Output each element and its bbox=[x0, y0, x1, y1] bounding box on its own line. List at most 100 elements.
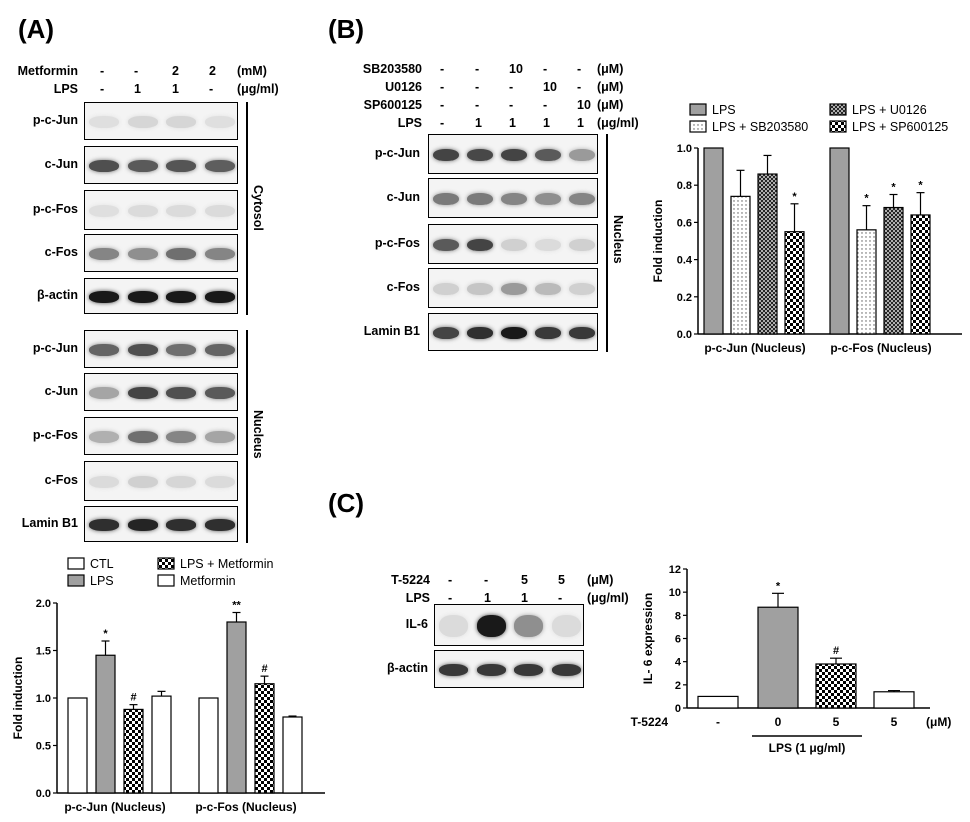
blot-band bbox=[166, 519, 197, 531]
panel-a-nucleus-row-label: c-Fos bbox=[44, 473, 78, 487]
significance-mark: * bbox=[103, 628, 108, 640]
y-tick-label: 8 bbox=[675, 610, 681, 622]
panel-b-treatment-value: - bbox=[475, 98, 480, 112]
blot-cytosol-p-c-fos bbox=[84, 190, 238, 230]
legend-swatch-lps-sp600125 bbox=[829, 120, 847, 133]
panel-b-treatment-value: 10 bbox=[577, 98, 591, 112]
blot-cytosol-c-jun bbox=[84, 146, 238, 184]
panel-b-treatment-value: 1 bbox=[577, 116, 584, 130]
blot-band bbox=[127, 343, 158, 357]
blot-band bbox=[534, 282, 562, 296]
blot-band bbox=[89, 430, 120, 444]
blot-band bbox=[89, 386, 120, 400]
bar-lps-u0126-p-c-fos-nucleus bbox=[883, 206, 904, 335]
significance-mark: * bbox=[918, 180, 923, 192]
panel-b-treatment-value: - bbox=[475, 62, 480, 76]
blot-band bbox=[127, 115, 158, 129]
blot-band bbox=[127, 159, 158, 173]
nucleus-bracket-b bbox=[606, 134, 608, 352]
panel-a-cytosol-row-label: β-actin bbox=[37, 288, 78, 302]
panel-b-treatment-label-u0126: U0126 bbox=[385, 80, 422, 94]
panel-b-treatment-value: 10 bbox=[543, 80, 557, 94]
panel-b-treatment-value: 1 bbox=[509, 116, 516, 130]
bar-lps-sp600125-p-c-fos-nucleus bbox=[910, 214, 931, 335]
blot-band bbox=[89, 247, 120, 261]
significance-mark: * bbox=[776, 580, 781, 592]
blot-band bbox=[500, 282, 528, 296]
blot-band bbox=[534, 192, 562, 206]
panel-b-treatment-value: 10 bbox=[509, 62, 523, 76]
blot-band bbox=[89, 475, 120, 489]
legend-label-metformin: Metformin bbox=[180, 574, 236, 588]
legend-label-ctl: CTL bbox=[90, 557, 114, 571]
blot-band bbox=[432, 148, 460, 162]
blot-band bbox=[127, 519, 158, 531]
legend-label-lps-sp600125: LPS + SP600125 bbox=[852, 120, 948, 134]
bar-lps-p-c-jun-nucleus bbox=[95, 654, 116, 794]
blot-band bbox=[204, 343, 235, 357]
blot-nucleus-p-c-jun bbox=[84, 330, 238, 368]
panel-c-treatment-value: 5 bbox=[558, 573, 565, 587]
panel-b-treatment-label-lps: LPS bbox=[397, 116, 422, 130]
blot-band bbox=[568, 238, 596, 252]
significance-mark: * bbox=[792, 191, 797, 203]
legend-swatch-lps bbox=[689, 103, 707, 116]
panel-label-b: (B) bbox=[328, 14, 365, 44]
panel-a-nucleus-row-label: Lamin B1 bbox=[21, 516, 78, 530]
panel-c-treatment-unit: (μg/ml) bbox=[587, 591, 629, 605]
panel-b-treatment-value: - bbox=[543, 62, 548, 76]
blot-c-actin bbox=[434, 650, 584, 688]
panel-b-treatment-value: 1 bbox=[475, 116, 482, 130]
panel-b-row-label: p-c-Fos bbox=[374, 236, 420, 250]
panel-b-treatment-value: - bbox=[577, 62, 582, 76]
blot-band bbox=[432, 192, 460, 206]
category-label: p-c-Jun (Nucleus) bbox=[64, 800, 165, 814]
panel-b-treatment-value: - bbox=[440, 116, 445, 130]
panel-label-c: (C) bbox=[328, 488, 365, 518]
blot-band bbox=[466, 326, 494, 340]
blot-band bbox=[476, 615, 506, 637]
blot-band bbox=[204, 291, 235, 303]
panel-b-treatment-value: - bbox=[577, 80, 582, 94]
x-category-label: 5 bbox=[833, 715, 840, 729]
blot-band bbox=[127, 430, 158, 444]
bar-lps-p-c-fos-nucleus bbox=[226, 621, 247, 794]
panel-c-row-label: β-actin bbox=[387, 661, 428, 675]
significance-mark: ** bbox=[232, 600, 241, 612]
panel-a-treatment-value: - bbox=[209, 82, 214, 96]
bar-metformin-p-c-jun-nucleus bbox=[151, 695, 172, 794]
panel-a-treatment-value: - bbox=[100, 64, 105, 78]
panel-b-treatment-value: - bbox=[509, 80, 514, 94]
bar-ctl-p-c-fos-nucleus bbox=[198, 697, 219, 794]
blot-band bbox=[204, 159, 235, 173]
blot-band bbox=[166, 475, 197, 489]
panel-a-bar-chart: 0.0 0.5 1.0 1.5 2.0 Fold induction * # p-c-Jun (… bbox=[11, 557, 325, 814]
panel-b-treatment-value: - bbox=[475, 80, 480, 94]
blot-band bbox=[204, 247, 235, 261]
panel-a-treatment-value: 1 bbox=[172, 82, 179, 96]
panel-b-treatment-value: - bbox=[509, 98, 514, 112]
blot-band bbox=[551, 615, 581, 637]
legend-label-lps-u0126: LPS + U0126 bbox=[852, 103, 927, 117]
blot-band bbox=[127, 475, 158, 489]
blot-band bbox=[204, 475, 235, 489]
blot-band bbox=[568, 148, 596, 162]
y-tick-label: 0 bbox=[675, 703, 681, 715]
panel-a-treatment-value: 2 bbox=[172, 64, 179, 78]
blot-band bbox=[166, 386, 197, 400]
blot-nucleus-lamin-b1 bbox=[84, 506, 238, 542]
blot-band bbox=[166, 115, 197, 129]
panel-b-treatment-label-sb203580: SB203580 bbox=[362, 62, 422, 76]
bar-metformin-p-c-fos-nucleus bbox=[282, 716, 303, 794]
blot-band bbox=[204, 204, 235, 218]
y-tick-label: 2 bbox=[675, 680, 681, 692]
blot-nucleus-c-jun bbox=[84, 373, 238, 411]
blot-cytosol-c-fos bbox=[84, 234, 238, 272]
bar-lps-sb203580-p-c-fos-nucleus bbox=[856, 229, 877, 335]
blot-c-il-6 bbox=[434, 604, 584, 646]
blot-band bbox=[500, 148, 528, 162]
panel-a-cytosol-row-label: c-Jun bbox=[44, 157, 78, 171]
blot-band bbox=[432, 282, 460, 296]
blot-band bbox=[166, 159, 197, 173]
y-axis-label: Fold induction bbox=[651, 200, 665, 283]
